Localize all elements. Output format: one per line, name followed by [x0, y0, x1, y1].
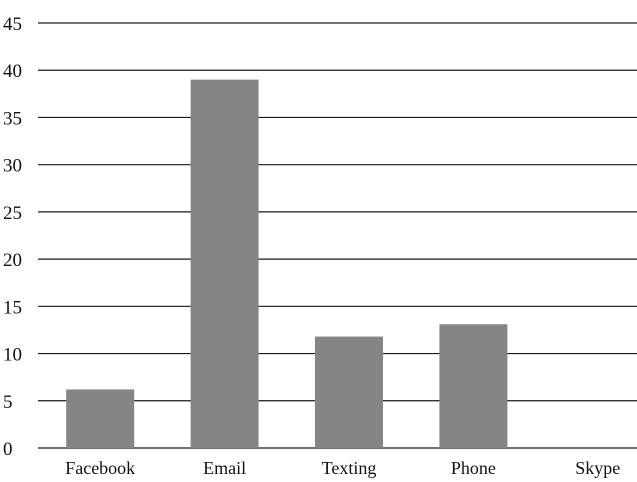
x-tick-label-email: Email — [203, 458, 246, 478]
bar-texting — [315, 336, 383, 448]
bar-facebook — [66, 389, 135, 448]
x-axis-labels: Facebook Email Texting Phone Skype — [65, 458, 620, 478]
y-tick-label: 30 — [3, 156, 22, 177]
y-tick-label: 45 — [3, 14, 22, 35]
y-tick-label: 10 — [3, 345, 22, 366]
gridlines — [38, 22, 637, 449]
bar-phone — [439, 324, 508, 448]
y-tick-label: 0 — [3, 439, 13, 460]
x-tick-label-texting: Texting — [322, 458, 377, 478]
y-axis-ticks: 0 5 10 15 20 25 30 35 40 45 — [3, 14, 22, 460]
y-tick-label: 20 — [3, 250, 22, 271]
x-tick-label-skype: Skype — [575, 458, 620, 478]
y-tick-label: 15 — [3, 297, 22, 318]
y-tick-label: 40 — [3, 61, 22, 82]
y-tick-label: 35 — [3, 108, 22, 129]
x-tick-label-phone: Phone — [451, 458, 496, 478]
y-tick-label: 25 — [3, 203, 22, 224]
y-tick-label: 5 — [3, 392, 13, 413]
x-tick-label-facebook: Facebook — [65, 458, 135, 478]
bars — [66, 79, 508, 449]
bar-email — [190, 79, 259, 449]
